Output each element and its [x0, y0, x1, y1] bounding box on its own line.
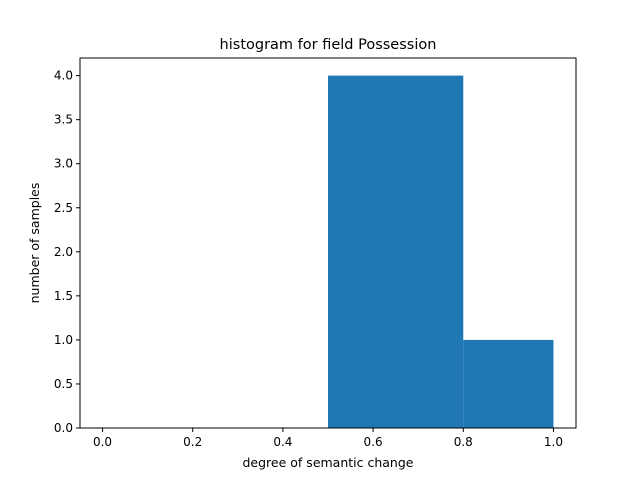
bars-group [328, 75, 554, 428]
y-tick-label: 1.5 [54, 289, 73, 303]
histogram-bar-2 [463, 339, 554, 428]
y-tick-label: 0.0 [54, 421, 73, 435]
y-tick-label: 3.5 [54, 113, 73, 127]
x-tick-label: 1.0 [544, 435, 563, 449]
y-tick-label: 2.5 [54, 201, 73, 215]
y-tick-label: 3.0 [54, 157, 73, 171]
x-axis-label: degree of semantic change [243, 455, 414, 470]
x-tick-label: 0.6 [364, 435, 383, 449]
histogram-bar-1 [328, 75, 464, 428]
x-tick-label: 0.2 [183, 435, 202, 449]
x-axis-ticks: 0.0 0.2 0.4 0.6 0.8 1.0 [93, 428, 563, 449]
y-tick-label: 4.0 [54, 69, 73, 83]
x-tick-label: 0.0 [93, 435, 112, 449]
y-axis-label: number of samples [27, 183, 42, 304]
x-tick-label: 0.8 [454, 435, 473, 449]
y-tick-label: 2.0 [54, 245, 73, 259]
chart-title: histogram for field Possession [220, 37, 437, 53]
x-tick-label: 0.4 [273, 435, 292, 449]
y-axis-ticks: 0.0 0.5 1.0 1.5 2.0 2.5 3.0 3.5 4.0 [54, 69, 80, 435]
y-tick-label: 0.5 [54, 377, 73, 391]
plot-frame [79, 57, 577, 429]
y-tick-label: 1.0 [54, 333, 73, 347]
